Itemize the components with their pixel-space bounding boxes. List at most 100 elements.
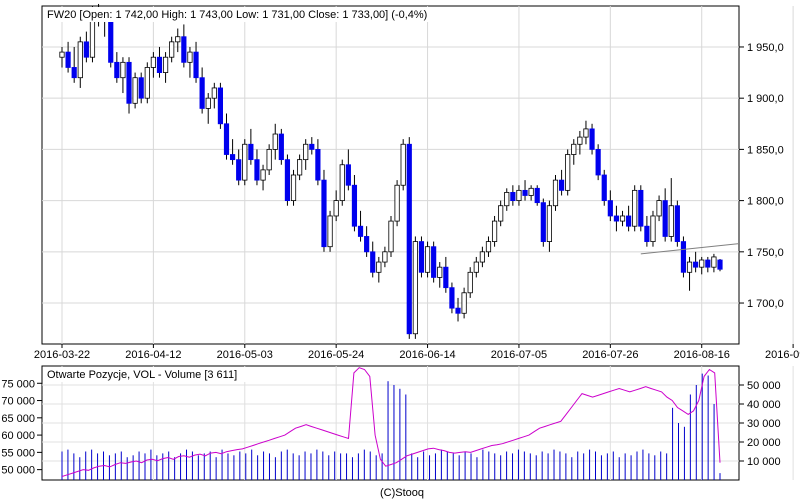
candle-body: [418, 241, 425, 273]
price-panel: 1 700,0 1 750,0 1 800,0 1 850,0 1 900,0 1 950…: [34, 3, 800, 361]
candle-body: [650, 215, 656, 242]
date-tick-label: 2016-09-06: [765, 349, 800, 361]
candle-body: [120, 61, 126, 79]
candle-body: [297, 159, 303, 176]
volume-panel: 50 000 55 000 60 000 65 000 70 000 75 000 10 …: [1, 365, 794, 481]
candle-body: [644, 225, 650, 242]
candle-body: [619, 215, 626, 222]
candle-body: [595, 148, 601, 176]
candle-body: [248, 143, 254, 161]
candle-body: [272, 133, 278, 150]
open-interest-line: [61, 367, 721, 477]
candle-body: [223, 123, 230, 155]
candle-body: [278, 133, 284, 161]
candle-body: [546, 205, 553, 242]
candle-body: [169, 41, 175, 58]
volume-tick-label: 20 000: [747, 437, 781, 449]
candle-body: [236, 159, 242, 181]
price-tick-label: 1 850,0: [747, 144, 784, 156]
candle-body: [181, 36, 187, 63]
volume-tick-label: 50 000: [747, 380, 781, 392]
volume-bars: [61, 373, 721, 480]
candle-body: [65, 51, 71, 68]
date-tick-label: 2016-07-26: [582, 349, 638, 361]
volume-tick-label: 40 000: [747, 399, 781, 411]
candle-body: [199, 77, 205, 109]
volume-tick-label: 30 000: [747, 418, 781, 430]
candle-body: [473, 261, 479, 273]
candle-body: [321, 179, 327, 248]
candle-body: [571, 143, 577, 155]
open-interest-axis: 50 000 55 000 60 000 65 000 70 000 75 000: [1, 378, 42, 477]
candle-body: [327, 215, 333, 248]
candle-body: [290, 174, 297, 202]
candle-body: [254, 159, 260, 181]
candle-body: [558, 179, 565, 191]
price-tick-label: 1 900,0: [747, 93, 784, 105]
candle-body: [217, 87, 224, 125]
candle-body: [479, 251, 485, 263]
price-y-axis: 1 700,0 1 750,0 1 800,0 1 850,0 1 900,0 1 950…: [739, 42, 784, 310]
candle-body: [461, 292, 467, 314]
price-panel-frame: [41, 5, 740, 345]
candle-body: [607, 200, 613, 217]
open-interest-tick-label: 65 000: [1, 413, 35, 425]
candle-body: [668, 205, 674, 237]
price-tick-label: 1 950,0: [747, 42, 784, 54]
volume-grid: [42, 366, 794, 480]
candle-body: [138, 77, 144, 99]
volume-title: Otwarte Pozycje, VOL - Volume [3 611]: [47, 369, 237, 381]
candle-body: [187, 51, 193, 63]
candle-body: [455, 307, 461, 314]
candle-body: [406, 143, 412, 335]
candle-body: [205, 97, 211, 109]
candle-body: [59, 51, 65, 58]
candle-body: [357, 225, 364, 237]
candle-body: [674, 205, 680, 242]
candle-body: [638, 189, 644, 227]
open-interest-tick-label: 70 000: [1, 396, 35, 408]
candle-body: [424, 246, 431, 273]
candle-body: [193, 51, 199, 79]
candle-body: [132, 77, 138, 104]
candle-body: [229, 154, 236, 161]
open-interest-tick-label: 55 000: [1, 447, 35, 459]
candle-body: [284, 159, 291, 202]
date-x-axis: 2016-03-22 2016-04-12 2016-05-03 2016-05-24…: [34, 344, 800, 361]
candle-body: [528, 187, 534, 196]
candle-body: [333, 200, 339, 217]
candle-body: [412, 241, 418, 335]
candle-body: [601, 174, 607, 202]
candle-body: [303, 143, 309, 161]
candle-body: [485, 241, 492, 253]
candle-body: [309, 143, 315, 150]
candle-body: [388, 220, 394, 253]
candle-body: [266, 148, 272, 171]
price-tick-label: 1 800,0: [747, 196, 784, 208]
candle-body: [632, 189, 638, 227]
open-interest-tick-label: 50 000: [1, 465, 35, 477]
candle-body: [693, 261, 699, 268]
candle-body: [339, 164, 345, 202]
price-tick-label: 1 750,0: [747, 247, 784, 259]
candle-body: [400, 143, 406, 186]
open-interest-tick-label: 75 000: [1, 378, 35, 390]
candle-body: [680, 241, 687, 273]
candle-body: [144, 67, 150, 99]
candle-body: [656, 200, 662, 217]
candle-body: [552, 179, 559, 207]
candle-body: [437, 266, 443, 278]
candle-body: [717, 259, 723, 270]
candle-body: [565, 154, 571, 191]
candle-body: [77, 41, 83, 79]
candle-body: [699, 259, 705, 268]
candle-body: [540, 202, 546, 242]
candle-body: [83, 41, 89, 58]
price-title: FW20 [Open: 1 742,00 High: 1 743,00 Low:…: [47, 9, 427, 21]
candle-body: [522, 189, 528, 196]
candle-body: [162, 56, 169, 73]
candle-body: [516, 189, 522, 202]
candle-body: [686, 261, 693, 273]
